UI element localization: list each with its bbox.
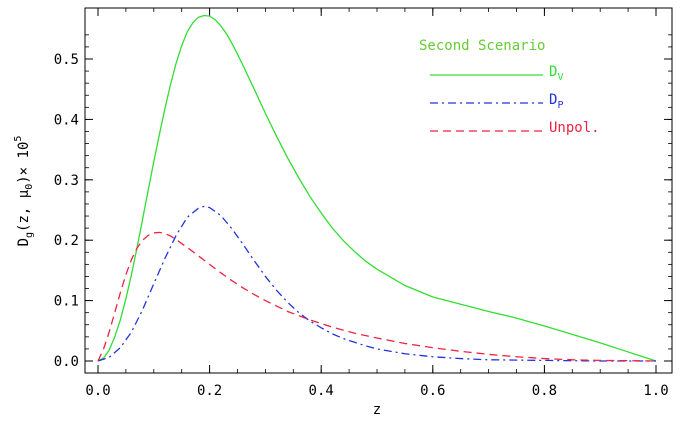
x-axis-title: z bbox=[373, 402, 381, 418]
plot-frame bbox=[84, 7, 673, 374]
series-line-unpol bbox=[97, 231, 657, 362]
series-line-dp bbox=[97, 205, 656, 362]
y-axis-title-args: (z, bbox=[16, 198, 32, 232]
axis-titles: z Dg(z, μ0)× 105 bbox=[13, 136, 381, 418]
legend-label-base: Unpol. bbox=[549, 120, 600, 136]
series-line-dv bbox=[97, 14, 657, 362]
y-axis-title: Dg(z, μ0)× 105 bbox=[13, 136, 35, 247]
legend-label-dp: DP bbox=[549, 92, 563, 111]
legend-label-base: D bbox=[549, 92, 557, 108]
legend-label-sub: V bbox=[557, 72, 563, 83]
y-axis-title-times: × 10 bbox=[16, 142, 32, 176]
y-axis-title-close: ) bbox=[16, 175, 32, 183]
y-axis-title-mu: μ bbox=[16, 189, 32, 198]
y-axis-title-sub: g bbox=[24, 232, 35, 238]
y-tick-label: 0.3 bbox=[54, 173, 79, 189]
legend-label-dv: DV bbox=[549, 64, 563, 83]
x-tick-label: 0.2 bbox=[197, 383, 222, 399]
x-tick-label: 0.0 bbox=[85, 383, 110, 399]
y-tick-label: 0.4 bbox=[54, 112, 79, 128]
legend-label-base: D bbox=[549, 64, 557, 80]
x-tick-label: 1.0 bbox=[643, 383, 668, 399]
plot-area: 0.0 0.2 0.4 0.6 0.8 1.0 0.0 0.1 0.2 0.3 0.4 0.5 bbox=[54, 7, 673, 399]
y-axis-title-base: D bbox=[16, 238, 32, 246]
y-tick-label: 0.2 bbox=[54, 233, 79, 249]
series-layer bbox=[97, 14, 657, 362]
y-axis-title-mu-sub: 0 bbox=[24, 184, 35, 190]
x-tick-label: 0.6 bbox=[420, 383, 445, 399]
x-tick-label: 0.4 bbox=[309, 383, 334, 399]
y-tick-label: 0.1 bbox=[54, 294, 79, 310]
y-tick-label: 0.0 bbox=[54, 354, 79, 370]
y-tick-label: 0.5 bbox=[54, 52, 79, 68]
y-axis-title-exp: 5 bbox=[13, 136, 24, 142]
legend-label-sub: P bbox=[557, 100, 563, 111]
x-tick-label: 0.8 bbox=[532, 383, 557, 399]
legend-label-unpol: Unpol. bbox=[549, 120, 600, 136]
legend-title: Second Scenario bbox=[419, 38, 545, 54]
